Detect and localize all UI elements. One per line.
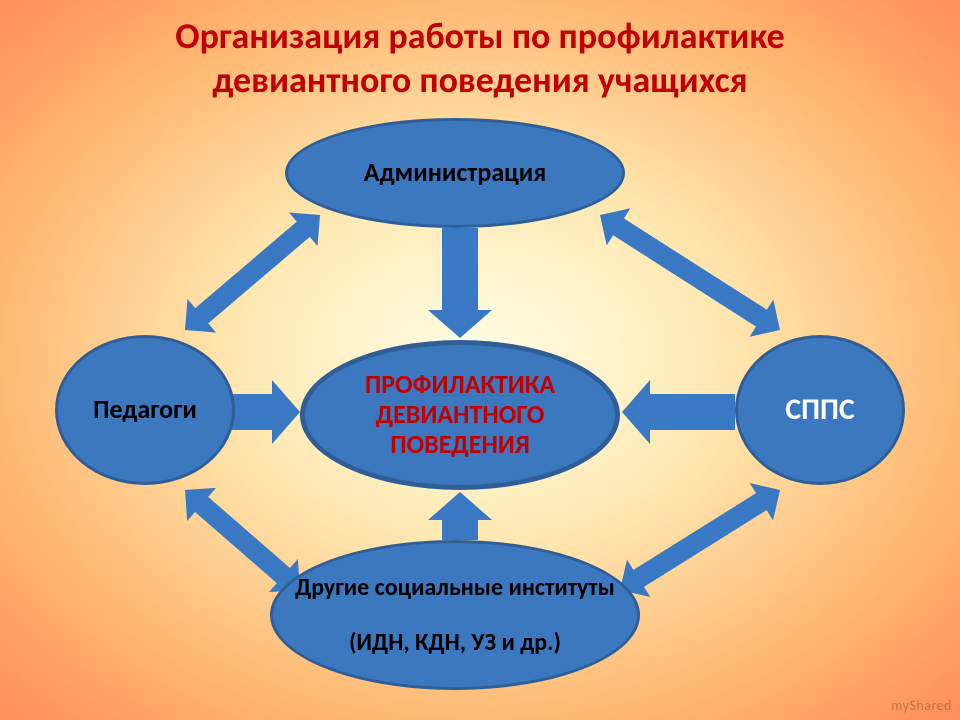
node-bottom: Другие социальные институты (ИДН, КДН, У… (270, 540, 640, 690)
watermark: myShared (891, 697, 952, 714)
title-line1: Организация работы по профилактике (0, 14, 960, 58)
node-bottom-line1: Другие социальные институты (295, 574, 615, 602)
node-bottom-line2: (ИДН, КДН, УЗ и др.) (295, 629, 615, 657)
node-top: Администрация (285, 118, 625, 228)
slide: Организация работы по профилактике девиа… (0, 0, 960, 720)
node-right: СППС (735, 335, 905, 485)
title-line2: девиантного поведения учащихся (0, 58, 960, 102)
node-center: ПРОФИЛАКТИКА ДЕВИАНТНОГО ПОВЕДЕНИЯ (300, 340, 620, 490)
node-left: Педагоги (55, 335, 235, 485)
